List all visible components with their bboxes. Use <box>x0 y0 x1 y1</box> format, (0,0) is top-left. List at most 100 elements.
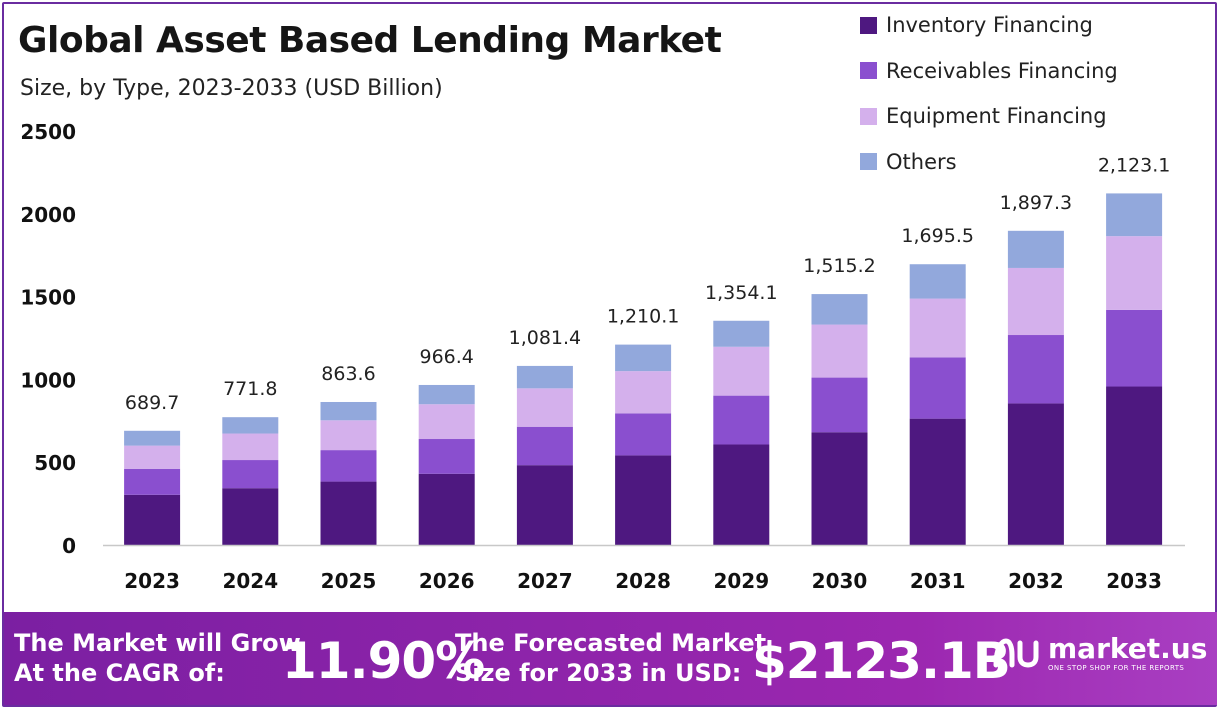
y-tick-label: 1500 <box>20 286 76 310</box>
market-us-logo: market.us ONE STOP SHOP FOR THE REPORTS <box>992 634 1207 672</box>
bar-segment-receivables <box>1106 309 1163 387</box>
legend-swatch-inventory <box>860 16 877 34</box>
legend-item-inventory: Inventory Financing <box>860 13 1118 37</box>
bar-segment-others <box>615 344 672 372</box>
bar-segment-inventory <box>713 444 770 545</box>
x-tick-label: 2030 <box>812 569 868 593</box>
chart-title: Global Asset Based Lending Market <box>18 20 722 61</box>
bar-segment-inventory <box>418 473 475 545</box>
bar-segment-receivables <box>320 450 377 482</box>
bar-segment-inventory <box>124 494 181 545</box>
bar-segment-equipment <box>713 346 770 396</box>
bar-segment-receivables <box>418 439 475 474</box>
bar-total-label: 1,354.1 <box>705 282 778 304</box>
bar-segment-equipment <box>1007 267 1064 336</box>
bar-chart: 0 500 1000 1500 2000 2500 689.7 2023 771.8 2024 86… <box>20 120 1185 593</box>
legend-label-receivables: Receivables Financing <box>886 58 1118 83</box>
bar-segment-others <box>909 264 966 299</box>
bar-segment-receivables <box>516 426 573 466</box>
bar-segment-inventory <box>516 465 573 545</box>
bar-segment-receivables <box>222 460 279 489</box>
bar-total-label: 689.7 <box>125 392 179 414</box>
bar-total-label: 966.4 <box>419 346 473 368</box>
bar-total-label: 2,123.1 <box>1098 154 1171 176</box>
bar-total-label: 1,081.4 <box>509 327 582 349</box>
bar-segment-others <box>124 430 181 446</box>
x-tick-label: 2028 <box>615 569 671 593</box>
cagr-label-line1: The Market will Grow <box>14 629 301 657</box>
bar-total-label: 1,515.2 <box>803 255 876 277</box>
legend-item-equipment: Equipment Financing <box>860 104 1118 128</box>
bar-segment-inventory <box>320 481 377 545</box>
bar-segment-equipment <box>909 298 966 358</box>
bar-segment-others <box>320 401 377 421</box>
chart-subtitle: Size, by Type, 2023-2033 (USD Billion) <box>20 76 443 101</box>
logo-name: market.us <box>1048 632 1208 665</box>
legend-swatch-equipment <box>860 107 877 125</box>
logo-tagline: ONE STOP SHOP FOR THE REPORTS <box>1048 664 1185 672</box>
x-tick-label: 2026 <box>419 569 475 593</box>
chart-legend: Inventory Financing Receivables Financin… <box>860 13 1118 196</box>
x-tick-label: 2024 <box>222 569 278 593</box>
bar-segment-others <box>713 320 770 347</box>
bar-segment-inventory <box>909 418 966 545</box>
bar-segment-equipment <box>222 433 279 461</box>
cagr-label-line2: At the CAGR of: <box>14 659 225 687</box>
legend-swatch-others <box>860 153 877 170</box>
legend-item-others: Others <box>860 149 1118 174</box>
bar-segment-equipment <box>320 420 377 451</box>
bar-segment-others <box>516 365 573 389</box>
bar-segment-equipment <box>1106 236 1163 310</box>
cagr-value: 11.90% <box>282 632 485 690</box>
bar-segment-equipment <box>811 324 868 378</box>
forecast-label: The Forecasted Market Size for 2033 in U… <box>455 628 766 688</box>
x-tick-label: 2029 <box>713 569 769 593</box>
bar-segment-others <box>1106 193 1163 237</box>
y-tick-label: 0 <box>62 534 76 558</box>
bar-segment-receivables <box>124 468 181 495</box>
legend-item-receivables: Receivables Financing <box>860 58 1118 83</box>
bar-segment-equipment <box>124 445 181 469</box>
summary-banner: The Market will Grow At the CAGR of: 11.… <box>4 612 1217 705</box>
bar-total-label: 1,210.1 <box>607 306 680 328</box>
bar-segment-equipment <box>418 404 475 440</box>
bar-segment-others <box>811 294 868 325</box>
x-tick-label: 2032 <box>1008 569 1064 593</box>
bar-segment-receivables <box>1007 335 1064 404</box>
legend-label-others: Others <box>886 149 957 174</box>
legend-swatch-receivables <box>860 62 877 79</box>
bar-total-label: 1,695.5 <box>901 225 974 247</box>
cagr-label: The Market will Grow At the CAGR of: <box>14 628 301 688</box>
x-tick-label: 2023 <box>124 569 180 593</box>
x-tick-label: 2027 <box>517 569 573 593</box>
bar-segment-others <box>418 384 475 405</box>
bar-segment-inventory <box>1007 403 1064 545</box>
bar-segment-inventory <box>1106 386 1163 545</box>
x-tick-label: 2025 <box>321 569 377 593</box>
bar-segment-inventory <box>811 432 868 545</box>
market-us-logo-icon <box>993 638 1039 668</box>
bar-segment-inventory <box>615 455 672 545</box>
bar-segment-equipment <box>615 371 672 414</box>
y-tick-label: 1000 <box>20 368 76 392</box>
bar-segment-inventory <box>222 488 279 545</box>
x-tick-label: 2033 <box>1106 569 1162 593</box>
bar-segment-equipment <box>516 388 573 427</box>
y-tick-label: 2000 <box>20 203 76 227</box>
y-tick-label: 500 <box>34 451 76 475</box>
forecast-label-line1: The Forecasted Market <box>455 629 767 657</box>
bar-total-label: 771.8 <box>223 378 277 400</box>
bar-segment-receivables <box>909 357 966 419</box>
bar-segment-receivables <box>615 413 672 456</box>
x-tick-label: 2031 <box>910 569 966 593</box>
legend-label-equipment: Equipment Financing <box>886 104 1107 128</box>
forecast-value: $2123.1B <box>752 632 1011 690</box>
bar-segment-receivables <box>811 377 868 433</box>
bar-total-label: 863.6 <box>321 363 375 385</box>
bar-segment-others <box>222 417 279 434</box>
bar-total-label: 1,897.3 <box>1000 192 1073 214</box>
forecast-label-line2: Size for 2033 in USD: <box>455 659 742 687</box>
bar-segment-others <box>1007 230 1064 268</box>
legend-label-inventory: Inventory Financing <box>886 13 1093 37</box>
